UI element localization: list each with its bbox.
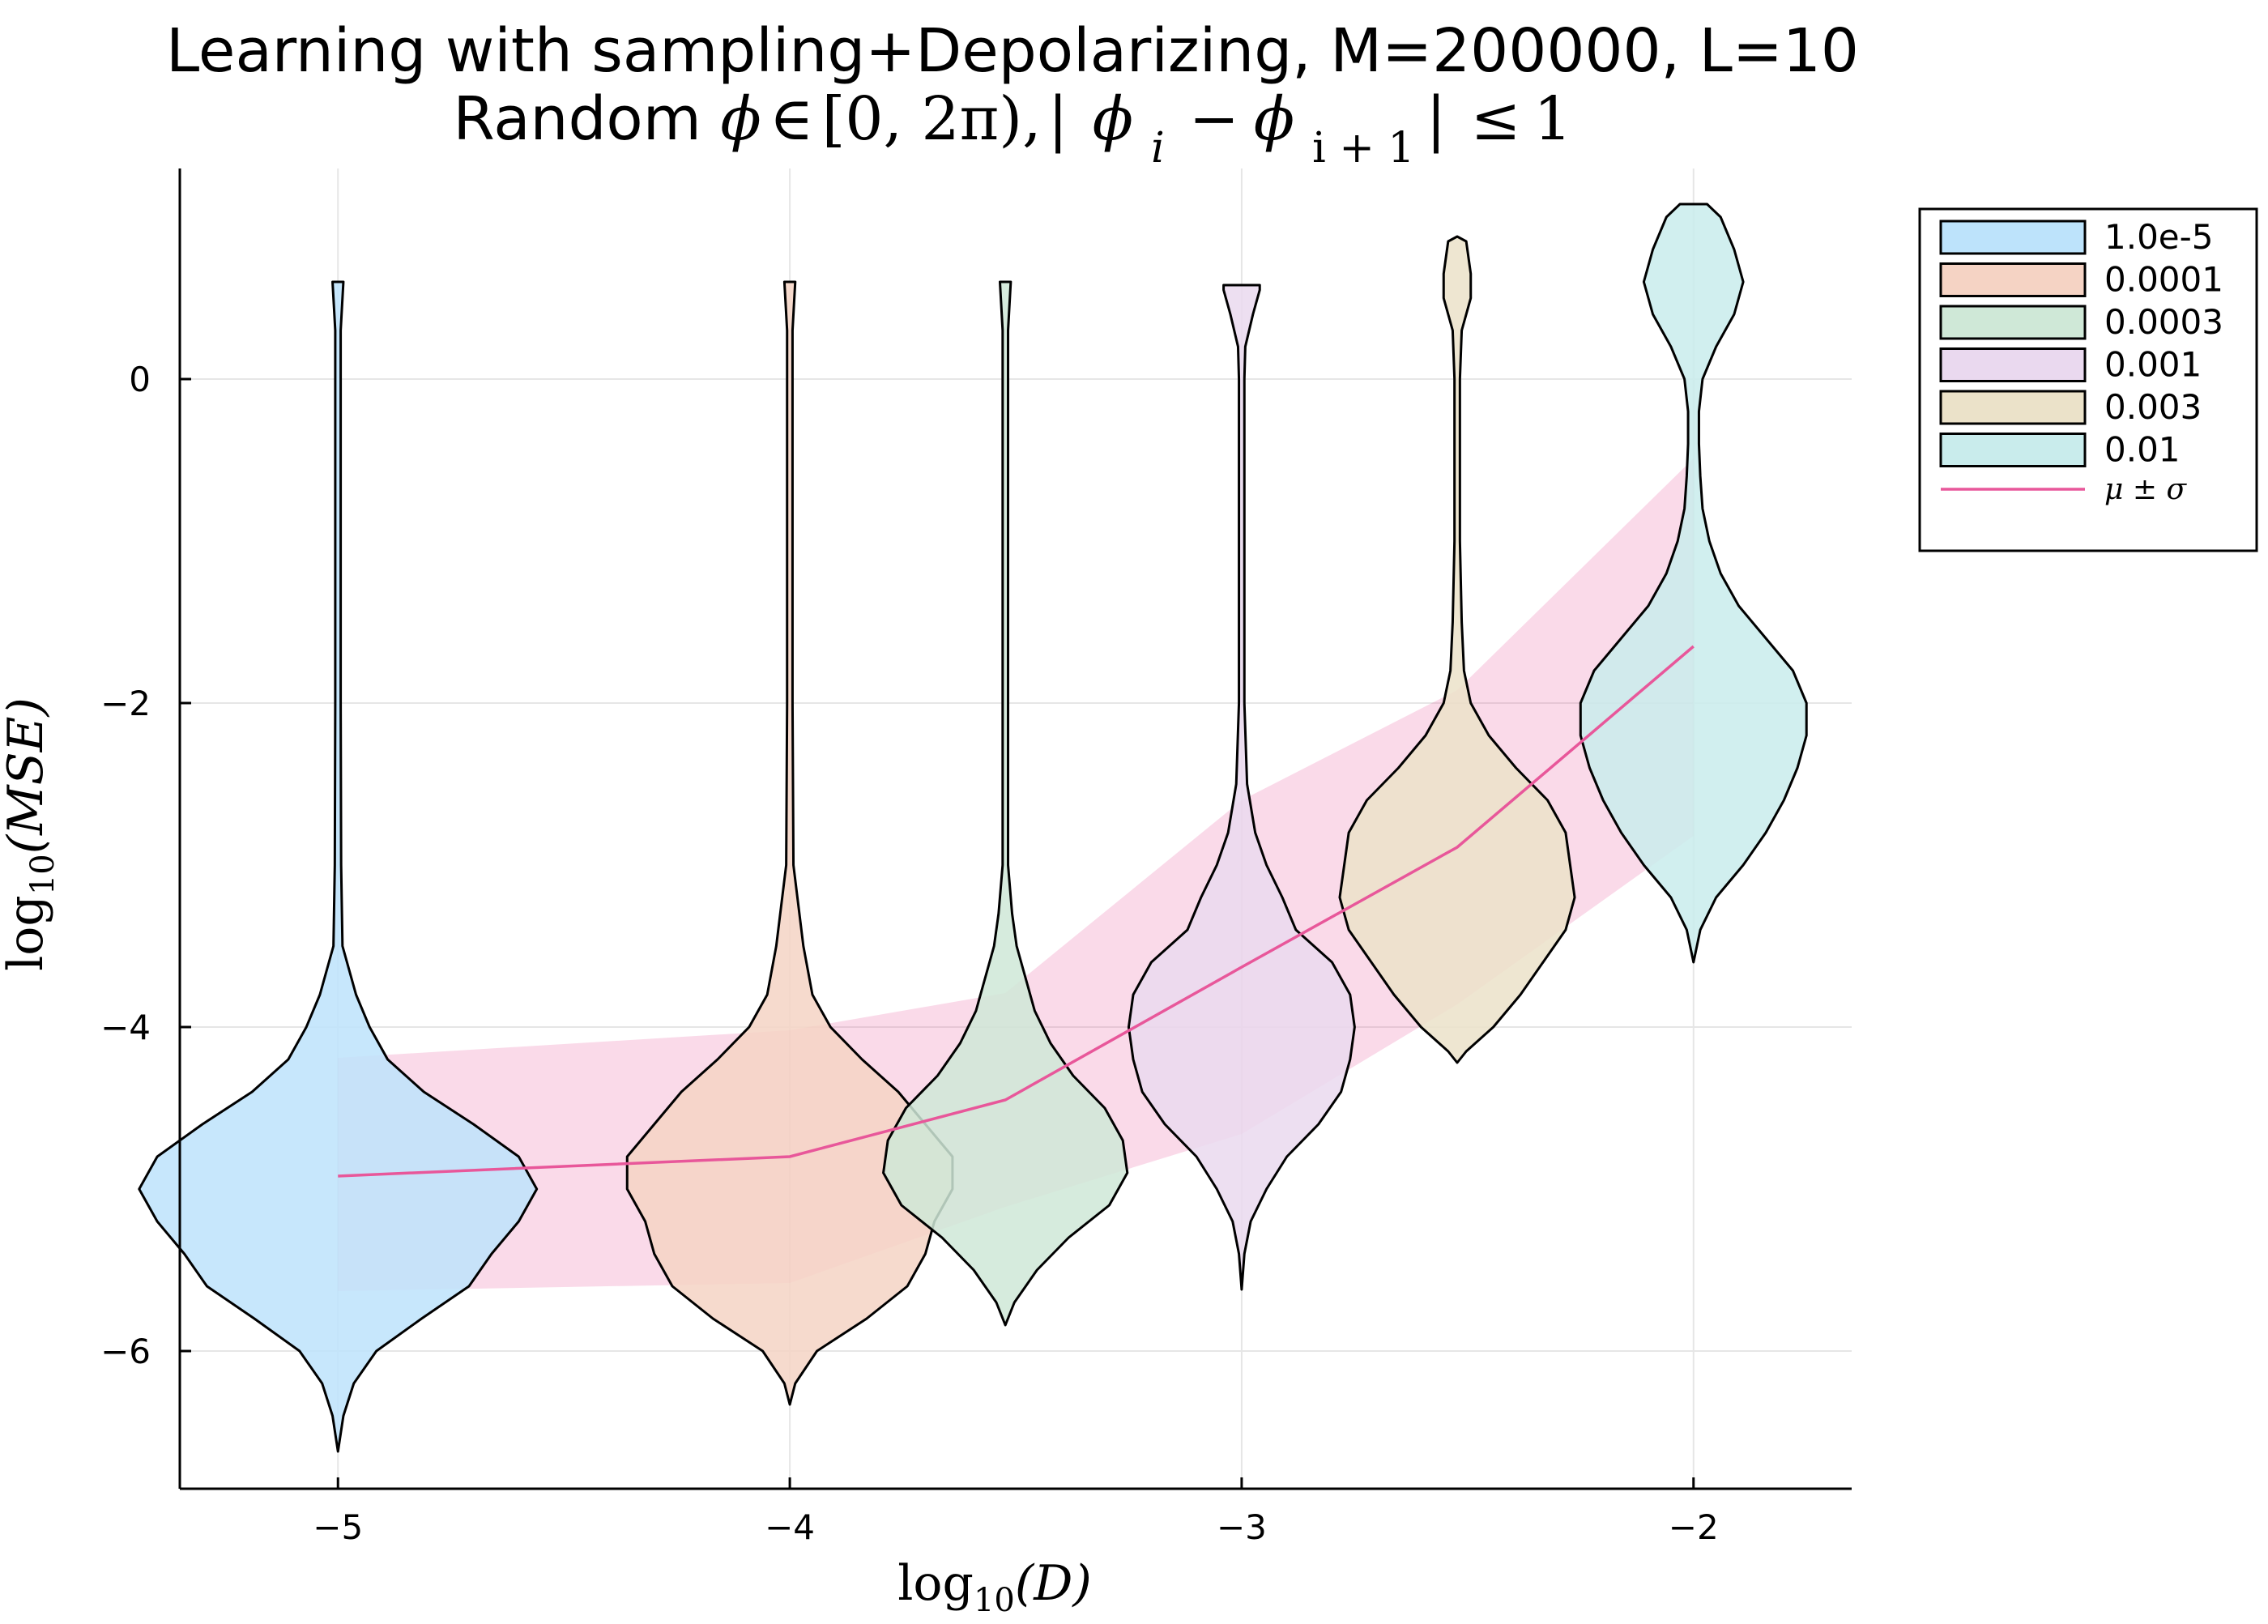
legend-label-mean: μ ± σ (2104, 473, 2187, 506)
chart-subtitle: Random ϕ ∈ [0, 2π), | ϕ i − ϕ i + 1 | ≤1 (453, 84, 1571, 173)
subtitle-bar-left: | (1048, 84, 1068, 154)
legend-swatch-0.01 (1939, 433, 2087, 467)
subtitle-sub-i1: i + 1 (1312, 124, 1414, 173)
mean-line (338, 645, 1695, 1178)
legend-label-0.01: 0.01 (2104, 430, 2181, 470)
subtitle-phi-i: ϕ (1093, 84, 1133, 154)
subtitle-in: ∈ (770, 84, 814, 154)
subtitle-phi-i1: ϕ (1254, 84, 1294, 154)
mean-line-layer (338, 645, 1695, 1178)
legend-label-0.003: 0.003 (2104, 387, 2202, 427)
legend-swatch-0.001 (1939, 347, 2087, 382)
legend-swatch-0.0003 (1939, 305, 2087, 340)
subtitle-prefix: Random (453, 84, 720, 154)
x-tick-label: −5 (313, 1507, 363, 1547)
x-tick-label: −2 (1669, 1507, 1719, 1547)
tick-labels: −5 −4 −3 −2 0 −2 −4 −6 (100, 360, 1719, 1547)
x-tick-label: −3 (1217, 1507, 1267, 1547)
subtitle-one: 1 (1533, 84, 1571, 154)
mean-sigma-band (338, 458, 1694, 1291)
subtitle-minus: − (1189, 84, 1239, 154)
subtitle-sub-i: i (1151, 124, 1165, 173)
legend-label-0.001: 0.001 (2104, 345, 2202, 385)
x-tick-label: −4 (765, 1507, 815, 1547)
violins (138, 202, 1808, 1453)
legend-label-0.0001: 0.0001 (2104, 260, 2223, 300)
violin-1.0e-5 (138, 280, 539, 1453)
y-tick-label: −4 (100, 1008, 151, 1047)
legend-swatch-0.0001 (1939, 262, 2087, 297)
chart-title: Learning with sampling+Depolarizing, M=2… (166, 16, 1859, 86)
axes (178, 168, 1852, 1490)
legend-swatch-1.0e-5 (1939, 220, 2087, 255)
violin-0.003 (1338, 235, 1576, 1064)
subtitle-interval: [0, 2π), (822, 84, 1042, 154)
violin-0.001 (1127, 283, 1356, 1291)
y-tick-label: 0 (129, 360, 151, 399)
subtitle-leq: ≤ (1470, 84, 1520, 154)
y-axis-label: log10(MSE) (0, 697, 62, 971)
y-tick-label: −2 (100, 684, 151, 723)
legend-label-1.0e-5: 1.0e-5 (2104, 217, 2214, 257)
legend-label-0.0003: 0.0003 (2104, 302, 2223, 342)
y-tick-label: −6 (100, 1332, 151, 1371)
violin-0.0003 (882, 280, 1129, 1327)
violin-0.01 (1579, 202, 1808, 964)
sigma-band (338, 458, 1694, 1291)
violin-0.0001 (625, 280, 954, 1406)
subtitle-bar-right: | (1426, 84, 1447, 154)
subtitle-phi: ϕ (720, 84, 761, 154)
legend-swatch-0.003 (1939, 390, 2087, 425)
x-axis-label: log10(D) (897, 1555, 1092, 1619)
